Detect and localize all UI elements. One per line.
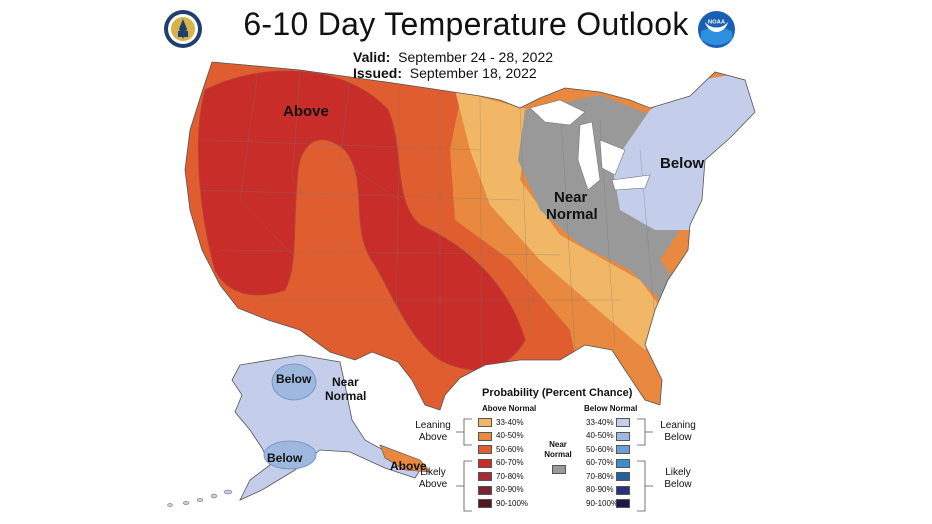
commerce-seal-icon <box>164 10 202 48</box>
legend-above-swatch <box>478 445 492 454</box>
issued-label: Issued: <box>353 65 403 81</box>
noaa-logo-icon: NOAA <box>697 10 736 49</box>
legend-above-range-label: 80-90% <box>496 485 524 494</box>
legend-below-range-label: 33-40% <box>586 417 614 427</box>
legend-likely-above-line1: Likely <box>420 467 446 478</box>
ak-label-near-line1: Near <box>332 375 359 389</box>
page-title: 6-10 Day Temperature Outlook <box>243 6 689 42</box>
label-below: Below <box>660 155 705 172</box>
legend-near-swatch <box>552 465 566 474</box>
legend-leaning-above-line2: Above <box>418 432 448 443</box>
legend-leaning-above-line1: Leaning <box>415 420 451 431</box>
legend-above-swatch <box>478 418 492 427</box>
legend-below-swatch <box>616 485 630 495</box>
legend-above-range-label: 70-80% <box>496 471 524 481</box>
valid-value: September 24 - 28, 2022 <box>398 49 554 65</box>
legend-likely-below-line1: Likely <box>665 467 691 478</box>
legend-below-swatch <box>616 472 630 481</box>
ak-label-below-north: Below <box>276 372 312 386</box>
legend-below-swatch <box>616 418 630 427</box>
legend-below-heading: Below Normal <box>584 404 638 413</box>
legend-above-range-label: 60-70% <box>496 458 524 467</box>
legend-likely-below-line2: Below <box>664 479 692 490</box>
ak-label-near-line2: Normal <box>325 389 366 403</box>
legend-above-swatch <box>478 472 492 481</box>
legend-leaning-below-line2: Below <box>664 432 692 443</box>
issued-value: September 18, 2022 <box>409 65 537 81</box>
legend-below-swatch <box>616 445 630 454</box>
legend-above-swatch <box>478 485 492 495</box>
valid-label: Valid: <box>353 49 391 65</box>
label-near-normal-line2: Normal <box>546 206 598 223</box>
legend-below-range-label: 70-80% <box>586 471 614 481</box>
legend-likely-above: Likely Above <box>412 467 454 491</box>
legend-above-heading: Above Normal <box>482 404 537 413</box>
legend-near-line1: Near <box>549 440 567 449</box>
legend-below-range-label: 40-50% <box>586 431 614 440</box>
legend-above-swatch <box>478 431 492 441</box>
legend-below-range-label: 50-60% <box>586 444 614 454</box>
legend-leaning-below-line1: Leaning <box>660 420 696 431</box>
issued-line: Issued: September 18, 2022 <box>353 65 537 81</box>
noaa-logo-text: NOAA <box>708 20 726 26</box>
legend-below-range-label: 90-100% <box>586 498 619 508</box>
legend-above-brackets <box>456 418 472 512</box>
legend-near-normal: Near Normal <box>540 440 576 460</box>
legend-above-range-label: 90-100% <box>496 498 529 508</box>
label-near-normal-line1: Near <box>554 189 588 206</box>
probability-legend: Probability (Percent Chance) Above Norma… <box>412 387 702 515</box>
legend-likely-below: Likely Below <box>655 467 701 491</box>
ak-label-above: Above <box>390 459 427 473</box>
legend-title: Probability (Percent Chance) <box>482 387 633 399</box>
legend-above-swatch <box>478 499 492 508</box>
legend-below-range-label: 80-90% <box>586 485 614 494</box>
legend-near-line2: Normal <box>544 450 572 459</box>
valid-line: Valid: September 24 - 28, 2022 <box>353 49 553 65</box>
legend-below-swatch <box>616 458 630 468</box>
legend-below-brackets <box>637 418 653 512</box>
legend-leaning-above: Leaning Above <box>412 420 454 444</box>
legend-below-range-label: 60-70% <box>586 458 614 467</box>
legend-below-swatch <box>616 499 630 508</box>
legend-above-range-label: 33-40% <box>496 417 524 427</box>
ak-label-below-south: Below <box>267 451 303 465</box>
label-above: Above <box>283 103 329 120</box>
legend-above-range-label: 50-60% <box>496 444 524 454</box>
legend-above-range-label: 40-50% <box>496 431 524 440</box>
legend-below-swatch <box>616 431 630 441</box>
legend-likely-above-line2: Above <box>418 479 448 490</box>
legend-leaning-below: Leaning Below <box>655 420 701 444</box>
legend-above-swatch <box>478 458 492 468</box>
